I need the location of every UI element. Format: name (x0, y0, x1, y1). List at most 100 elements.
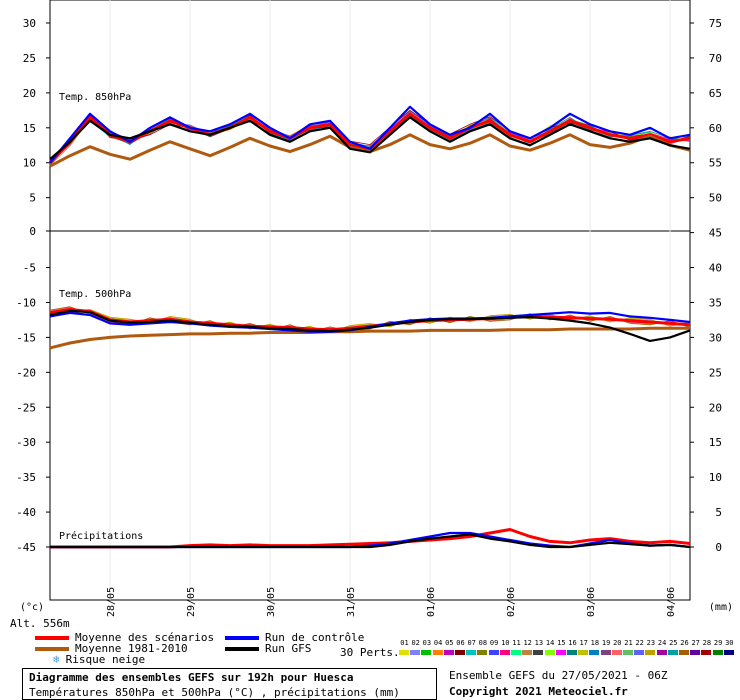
x-tick-label: 03/06 (586, 587, 597, 617)
legend-label: Moyenne des scénarios (75, 631, 215, 644)
left-tick-label: 0 (29, 225, 36, 238)
right-axis-unit: (mm) (709, 602, 733, 613)
perturbation-swatch (589, 650, 600, 655)
right-tick-label: 75 (709, 17, 722, 30)
right-tick-label: 65 (709, 87, 722, 100)
perturbation-number: 28 (702, 639, 712, 647)
perturbation-swatch (623, 650, 633, 655)
perturbation-number: 19 (601, 639, 611, 647)
left-tick-label: -25 (16, 401, 36, 414)
series-line (49, 116, 691, 161)
legend-label: Run de contrôle (265, 631, 365, 644)
perturbation-key: 18 (589, 639, 600, 655)
right-tick-label: 45 (709, 227, 722, 240)
perturbation-key: 10 (499, 639, 511, 655)
perturbation-number: 13 (534, 639, 544, 647)
legend-swatch (225, 636, 259, 640)
perturbation-number: 01 (400, 639, 409, 647)
perturbation-key: 19 (600, 639, 612, 655)
right-tick-label: 50 (709, 192, 722, 205)
x-tick-label: 30/05 (266, 587, 277, 617)
perturbation-key: 14 (544, 639, 556, 655)
perturbation-key: 09 (488, 639, 500, 655)
left-axis-unit: (°c) (20, 602, 44, 613)
left-tick-label: -20 (16, 366, 36, 379)
copyright-label: Copyright 2021 Meteociel.fr (449, 685, 628, 698)
perturbation-count: 30 Perts. (340, 646, 400, 659)
legend-control-run: Run de contrôle (225, 631, 364, 644)
x-tick-label: 31/05 (346, 587, 357, 617)
perturbation-swatch (544, 650, 555, 655)
series-line (49, 309, 691, 342)
perturbation-key: 22 (634, 639, 645, 655)
perturbation-key: 26 (679, 639, 690, 655)
legend-swatch (225, 647, 259, 651)
perturbation-number: 06 (456, 639, 465, 647)
legend-swatch (35, 647, 69, 651)
legend-swatch (35, 636, 69, 640)
left-tick-label: -10 (16, 296, 36, 309)
perturbation-swatch (488, 650, 499, 655)
left-tick-label: -35 (16, 471, 36, 484)
perturbation-key: 04 (432, 639, 444, 655)
right-tick-label: 0 (715, 541, 722, 554)
legend-label: Risque neige (65, 653, 146, 666)
right-tick-label: 15 (709, 436, 722, 449)
perturbation-swatch (667, 650, 678, 655)
legend-label: Run GFS (265, 642, 312, 655)
right-tick-label: 40 (709, 262, 722, 275)
perturbation-swatch (533, 650, 544, 655)
perturbation-number: 16 (568, 639, 577, 647)
perturbation-key: 08 (477, 639, 488, 655)
perturbation-number: 11 (512, 639, 521, 647)
perturbation-swatch (679, 650, 689, 655)
perturbation-number: 09 (489, 639, 499, 647)
perturbation-key: 06 (455, 639, 466, 655)
perturbation-swatch (611, 650, 622, 655)
title-box: Diagramme des ensembles GEFS sur 192h po… (22, 668, 437, 700)
perturbation-number: 30 (725, 639, 734, 647)
perturbation-swatch (600, 650, 611, 655)
right-tick-label: 10 (709, 471, 722, 484)
snowflake-icon: ❄ (53, 653, 60, 666)
perturbation-number: 07 (467, 639, 476, 647)
perturbation-swatch (455, 650, 465, 655)
series-line (50, 533, 691, 549)
right-tick-label: 35 (709, 296, 722, 309)
perturbation-key: 17 (578, 639, 589, 655)
left-tick-label: 10 (23, 157, 36, 170)
perturbation-key: 02 (410, 639, 421, 655)
left-tick-label: -15 (16, 331, 36, 344)
perturbation-key: 24 (656, 639, 668, 655)
left-tick-label: -5 (23, 262, 36, 275)
legend-label: Moyenne 1981-2010 (75, 642, 188, 655)
panel-label: Temp. 500hPa (59, 289, 131, 300)
right-tick-label: 20 (709, 401, 722, 414)
right-tick-label: 70 (709, 52, 722, 65)
perturbation-swatch (466, 650, 477, 655)
perturbation-number: 08 (478, 639, 488, 647)
x-tick-label: 04/06 (666, 587, 677, 617)
legend-gfs-run: Run GFS (225, 642, 311, 655)
perturbation-swatch (399, 650, 409, 655)
perturbation-number: 10 (501, 639, 510, 647)
perturbation-number: 17 (579, 639, 588, 647)
altitude-label: Alt. 556m (10, 617, 70, 630)
legend-mean-scenarios: Moyenne des scénarios (35, 631, 214, 644)
ensemble-chart: 302520151050-5-10-15-20-25-30-35-40-4575… (16, 0, 733, 617)
perturbation-key: 11 (511, 639, 522, 655)
perturbation-number: 03 (422, 639, 432, 647)
perturbation-number: 04 (433, 639, 443, 647)
perturbation-key: 23 (645, 639, 656, 655)
perturbation-key: 15 (555, 639, 567, 655)
perturbation-key: 05 (443, 639, 455, 655)
right-tick-label: 30 (709, 331, 722, 344)
perturbation-key: 27 (690, 639, 701, 655)
perturbation-swatch (511, 650, 521, 655)
perturbation-swatch (522, 650, 533, 655)
perturbation-number: 02 (411, 639, 420, 647)
x-tick-label: 02/06 (506, 587, 517, 617)
perturbation-swatch (712, 650, 723, 655)
perturbation-key: 29 (712, 639, 724, 655)
left-tick-label: -45 (16, 541, 36, 554)
